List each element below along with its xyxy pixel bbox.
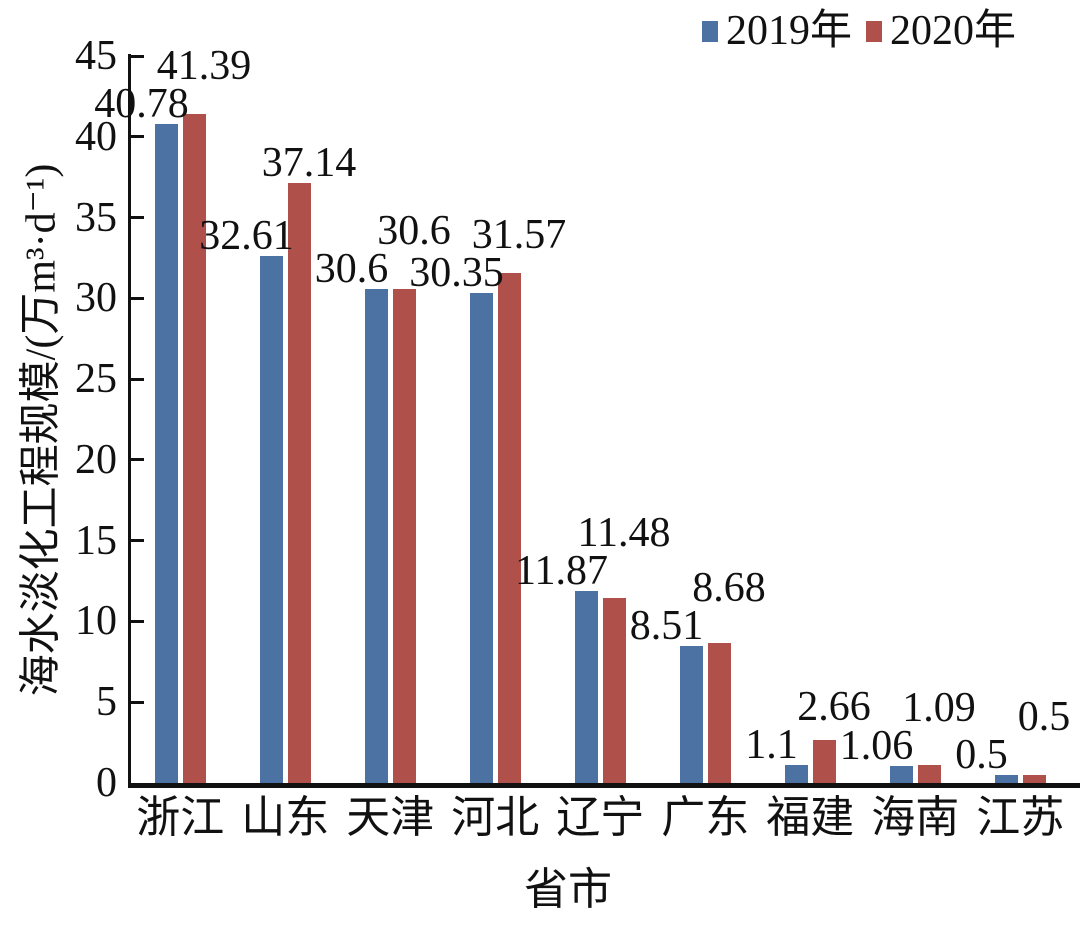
- bar-2020-zhejiang: [182, 114, 206, 783]
- y-tick-label-35: 35: [75, 194, 117, 241]
- x-axis-line: [128, 783, 1080, 788]
- x-tick-label-hebei: 河北: [451, 793, 540, 842]
- y-tick-label-40: 40: [75, 113, 117, 160]
- y-tick-label-45: 45: [75, 33, 117, 79]
- y-tick-15: [131, 539, 144, 543]
- value-label-2020-fujian: 2.66: [797, 684, 871, 731]
- bar-2020-hebei: [497, 272, 521, 783]
- value-label-2019-fujian: 1.1: [745, 722, 798, 769]
- y-tick-40: [131, 135, 144, 139]
- value-label-2020-jiangsu: 0.5: [1017, 693, 1071, 740]
- y-tick-label-5: 5: [96, 679, 117, 726]
- x-tick-label-guangdong: 广东: [661, 793, 750, 842]
- legend-label-2020: 2020年: [890, 8, 1017, 54]
- x-axis-title: 省市: [524, 865, 612, 914]
- bar-2019-fujian: [785, 765, 808, 783]
- bar-2019-guangdong: [680, 645, 703, 783]
- legend-label-2019: 2019年: [726, 8, 853, 54]
- y-tick-30: [131, 296, 144, 300]
- legend-item-2020: 2020年: [866, 8, 1016, 54]
- value-label-2019-hainan: 1.06: [839, 722, 914, 769]
- value-label-2020-tianjin: 30.6: [377, 207, 451, 254]
- bar-2020-shandong: [287, 182, 311, 783]
- value-label-2020-hebei: 31.57: [471, 211, 567, 258]
- y-tick-label-15: 15: [75, 517, 117, 564]
- legend-item-2019: 2019年: [702, 8, 852, 54]
- x-tick-label-tianjin: 天津: [346, 793, 435, 842]
- value-label-2019-tianjin: 30.6: [314, 245, 389, 292]
- bar-2019-zhejiang: [155, 124, 178, 783]
- bar-2020-guangdong: [707, 642, 731, 783]
- y-tick-label-10: 10: [75, 598, 117, 645]
- legend-swatch-2019: [702, 20, 718, 42]
- value-label-2020-hainan: 1.09: [902, 684, 976, 731]
- bar-2020-liaoning: [602, 597, 626, 783]
- x-tick-label-zhejiang: 浙江: [136, 793, 225, 842]
- value-label-2019-zhejiang: 40.78: [94, 81, 189, 128]
- y-tick-label-20: 20: [75, 436, 117, 483]
- y-tick-label-0: 0: [96, 760, 117, 806]
- value-label-2019-liaoning: 11.87: [515, 548, 608, 595]
- x-tick-label-jiangsu: 江苏: [976, 793, 1065, 842]
- value-label-2019-jiangsu: 0.5: [955, 731, 1008, 778]
- bar-2019-tianjin: [365, 288, 388, 783]
- y-tick-label-30: 30: [75, 275, 117, 322]
- value-label-2020-shandong: 37.14: [261, 139, 357, 186]
- bar-2019-hebei: [470, 292, 493, 783]
- x-tick-label-hainan: 海南: [871, 793, 960, 842]
- value-label-2019-guangdong: 8.51: [629, 602, 704, 649]
- y-tick-25: [131, 377, 144, 381]
- value-label-2019-hebei: 30.35: [409, 249, 504, 296]
- legend: 2019年 2020年: [702, 8, 1016, 54]
- y-tick-label-25: 25: [75, 356, 117, 403]
- y-tick-45: [131, 54, 144, 58]
- value-label-2020-guangdong: 8.68: [692, 564, 766, 611]
- y-tick-35: [131, 216, 144, 220]
- bar-2020-hainan: [917, 765, 941, 783]
- bar-2020-tianjin: [392, 288, 416, 783]
- bar-2020-fujian: [812, 740, 836, 783]
- bar-2019-shandong: [260, 256, 283, 783]
- bar-2020-jiangsu: [1022, 774, 1046, 783]
- y-tick-20: [131, 458, 144, 462]
- y-tick-10: [131, 619, 144, 623]
- value-label-2020-liaoning: 11.48: [577, 510, 671, 557]
- value-label-2020-zhejiang: 41.39: [156, 43, 252, 90]
- legend-swatch-2020: [866, 20, 883, 42]
- value-label-2019-shandong: 32.61: [199, 213, 294, 260]
- bar-2019-hainan: [890, 765, 913, 783]
- y-axis-line: [128, 54, 131, 788]
- bar-2019-liaoning: [575, 591, 598, 783]
- y-tick-5: [131, 700, 144, 704]
- x-tick-label-liaoning: 辽宁: [556, 793, 645, 842]
- x-tick-label-fujian: 福建: [766, 793, 855, 842]
- bar-2019-jiangsu: [995, 774, 1018, 783]
- x-tick-label-shandong: 山东: [241, 793, 330, 842]
